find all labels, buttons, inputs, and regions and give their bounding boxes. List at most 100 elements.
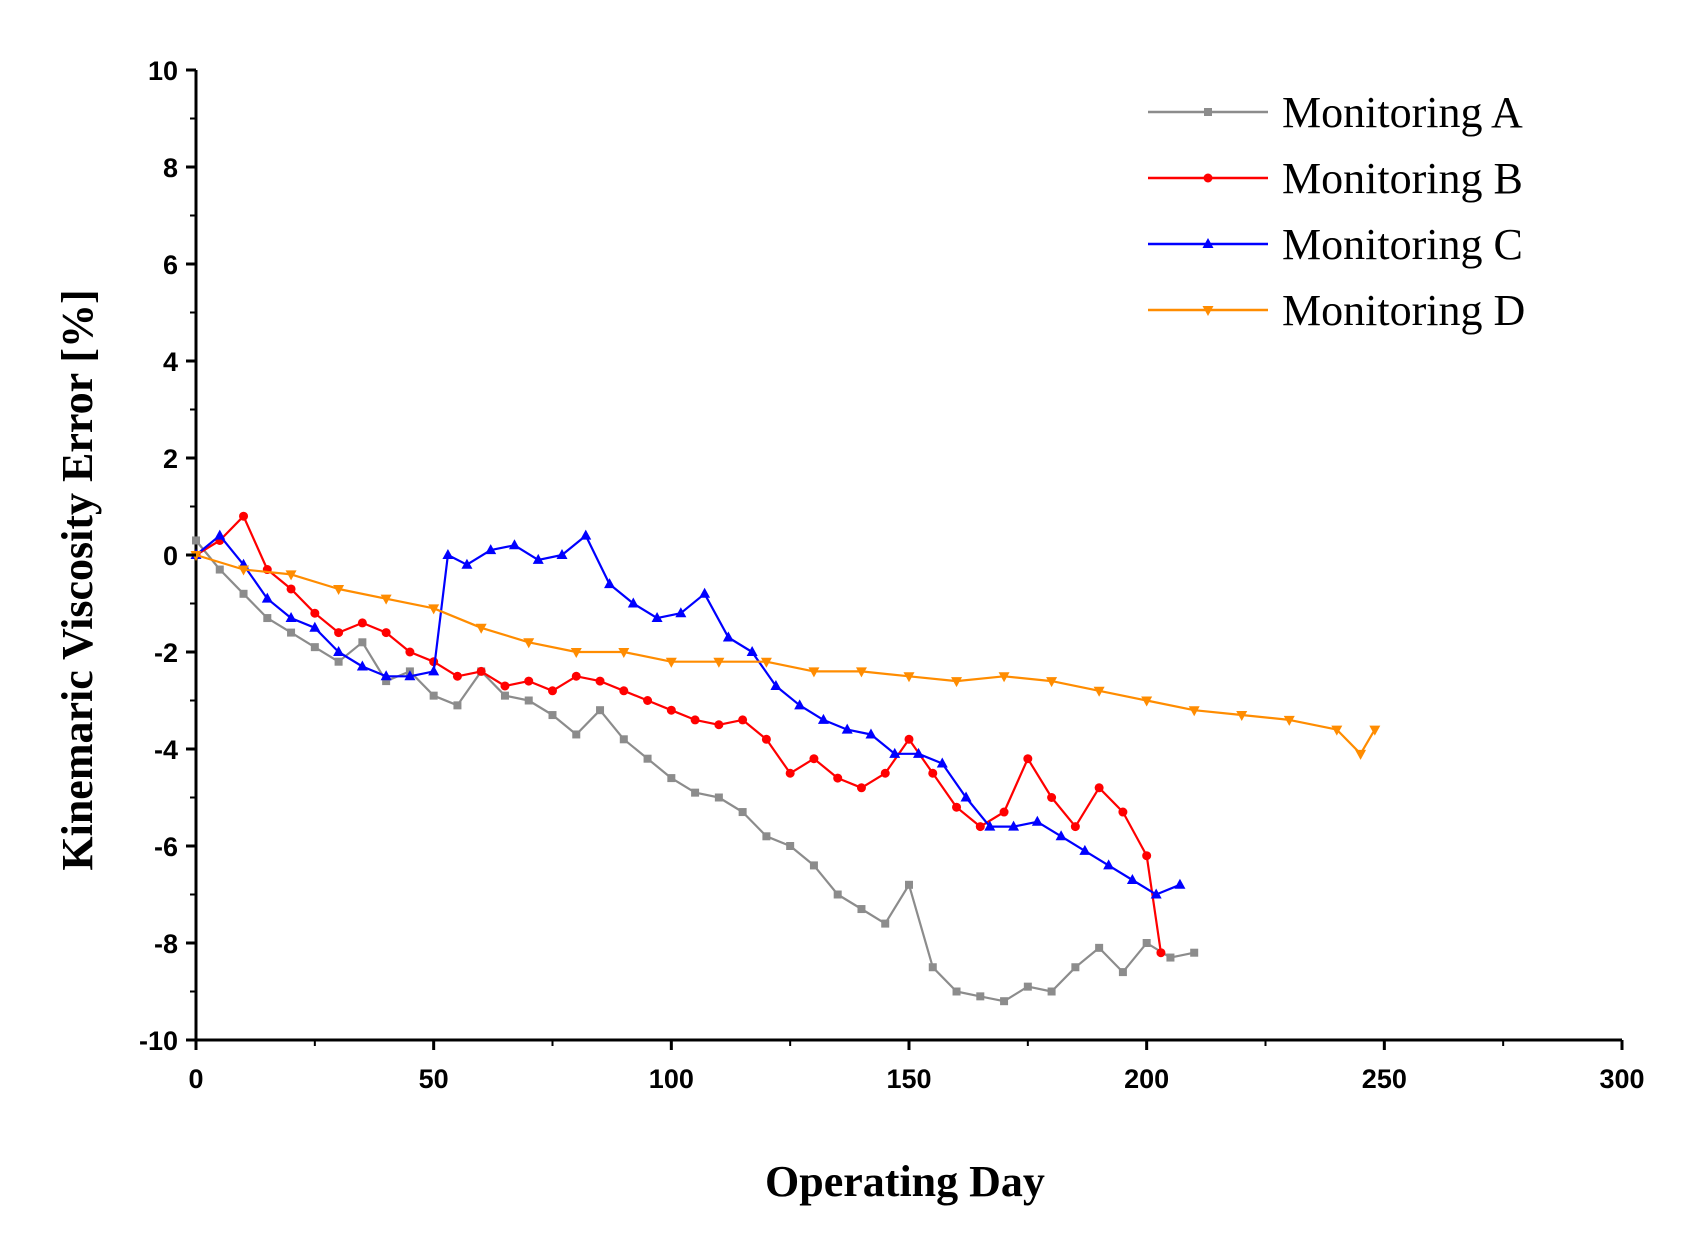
data-point-monitoring-a: [1118, 968, 1127, 977]
data-point-monitoring-c: [309, 621, 321, 632]
legend: Monitoring A Monitoring B Monitoring C Moni…: [1148, 88, 1525, 335]
x-tick-label: 200: [1124, 1064, 1169, 1094]
data-point-monitoring-d: [618, 648, 630, 658]
data-point-monitoring-b: [357, 618, 367, 628]
data-point-monitoring-d: [713, 657, 725, 668]
data-point-monitoring-c: [1126, 873, 1138, 884]
data-point-monitoring-b: [452, 671, 462, 681]
data-point-monitoring-a: [334, 657, 343, 666]
data-point-monitoring-b: [904, 734, 914, 744]
data-point-monitoring-b: [880, 768, 890, 778]
data-point-monitoring-c: [214, 529, 226, 540]
data-point-monitoring-c: [1079, 844, 1091, 855]
data-point-monitoring-c: [380, 670, 392, 681]
legend-item-monitoring-c: Monitoring C: [1148, 220, 1523, 269]
data-point-monitoring-b: [761, 734, 771, 744]
data-point-monitoring-a: [1190, 948, 1199, 957]
data-point-monitoring-c: [285, 612, 297, 623]
data-point-monitoring-a: [1000, 997, 1009, 1006]
data-point-monitoring-c: [913, 747, 925, 758]
data-point-monitoring-c: [1055, 830, 1067, 841]
data-point-monitoring-c: [936, 757, 948, 768]
data-point-monitoring-d: [238, 565, 250, 576]
legend-label: Monitoring A: [1282, 88, 1523, 137]
data-point-monitoring-d: [380, 594, 392, 605]
data-point-monitoring-b: [1094, 783, 1104, 793]
data-point-monitoring-a: [857, 905, 866, 914]
data-point-monitoring-c: [442, 549, 454, 559]
data-point-monitoring-b: [334, 628, 344, 638]
data-point-monitoring-d: [1283, 715, 1295, 726]
y-tick-label: 6: [163, 250, 178, 280]
data-point-monitoring-c: [461, 558, 473, 569]
data-point-monitoring-a: [881, 919, 890, 928]
legend-item-monitoring-b: Monitoring B: [1148, 154, 1523, 203]
legend-label: Monitoring B: [1282, 154, 1523, 203]
legend-item-monitoring-a: Monitoring A: [1148, 88, 1523, 137]
data-point-monitoring-b: [619, 686, 629, 696]
series-monitoring-a: [192, 536, 1199, 1006]
data-point-monitoring-a: [215, 565, 224, 574]
data-point-monitoring-d: [1188, 706, 1200, 717]
data-point-monitoring-b: [500, 681, 510, 691]
data-point-monitoring-b: [1156, 948, 1166, 958]
data-point-monitoring-a: [572, 730, 581, 739]
data-point-monitoring-b: [1070, 822, 1080, 832]
data-point-monitoring-c: [485, 544, 497, 555]
data-point-monitoring-c: [1174, 878, 1186, 889]
data-point-monitoring-d: [1046, 677, 1058, 688]
data-point-monitoring-c: [580, 529, 592, 540]
data-point-monitoring-a: [1071, 963, 1080, 972]
data-point-monitoring-c: [817, 713, 829, 724]
x-tick-label: 300: [1599, 1064, 1644, 1094]
data-point-monitoring-c: [651, 612, 663, 623]
data-point-monitoring-b: [666, 705, 676, 715]
data-point-monitoring-a: [1047, 987, 1056, 996]
data-point-monitoring-d: [570, 648, 582, 658]
data-point-monitoring-b: [1047, 793, 1057, 802]
data-point-monitoring-b: [833, 773, 843, 783]
y-tick-label: 0: [163, 541, 178, 571]
series-layer: [190, 511, 1381, 1006]
legend-marker: [1202, 238, 1214, 248]
x-tick-label: 0: [188, 1064, 203, 1094]
data-point-monitoring-d: [903, 672, 915, 683]
series-line-monitoring-b: [195, 515, 1162, 953]
x-tick-label: 250: [1362, 1064, 1407, 1094]
data-point-monitoring-d: [1093, 686, 1105, 697]
data-point-monitoring-b: [975, 822, 985, 832]
x-tick-label: 150: [886, 1064, 931, 1094]
data-point-monitoring-b: [738, 715, 748, 725]
data-point-monitoring-a: [358, 638, 367, 647]
data-point-monitoring-a: [453, 701, 462, 710]
data-point-monitoring-c: [508, 539, 520, 550]
data-point-monitoring-b: [928, 768, 938, 778]
data-point-monitoring-b: [595, 676, 605, 686]
data-point-monitoring-c: [261, 592, 273, 603]
data-point-monitoring-b: [643, 696, 653, 705]
legend-marker: [1203, 173, 1213, 183]
data-point-monitoring-c: [556, 549, 568, 559]
data-point-monitoring-d: [1355, 749, 1367, 760]
data-point-monitoring-c: [532, 553, 544, 564]
data-point-monitoring-a: [1142, 939, 1151, 947]
plot-axes: [194, 70, 1622, 1042]
data-point-monitoring-c: [604, 578, 616, 589]
series-monitoring-d: [190, 551, 1381, 760]
data-point-monitoring-d: [1236, 711, 1248, 722]
data-point-monitoring-a: [762, 832, 771, 841]
data-point-monitoring-a: [643, 754, 652, 763]
data-point-monitoring-b: [1118, 807, 1128, 817]
data-point-monitoring-b: [524, 676, 534, 686]
data-point-monitoring-c: [404, 670, 416, 681]
y-tick-label: -8: [154, 929, 178, 959]
data-point-monitoring-c: [627, 597, 639, 608]
y-axis-title: Kinemaric Viscosity Error [%]: [53, 289, 102, 870]
data-point-monitoring-c: [1103, 859, 1115, 870]
data-point-monitoring-c: [865, 728, 877, 739]
data-point-monitoring-a: [548, 711, 557, 720]
data-point-monitoring-d: [428, 604, 440, 615]
data-point-monitoring-b: [856, 783, 866, 793]
data-point-monitoring-b: [952, 802, 962, 812]
data-point-monitoring-a: [429, 691, 438, 700]
